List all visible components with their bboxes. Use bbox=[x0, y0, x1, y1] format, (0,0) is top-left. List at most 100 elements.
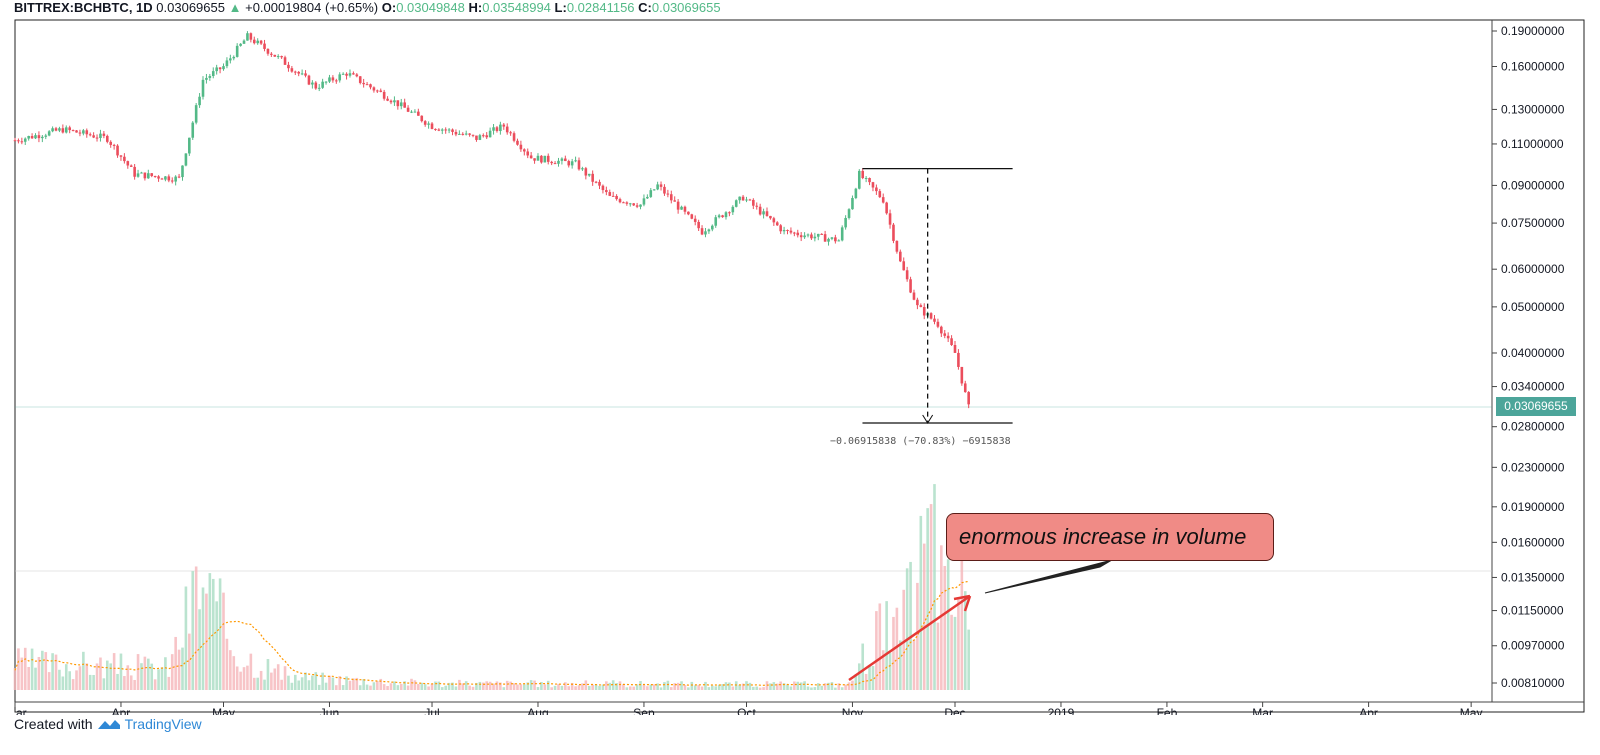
measure-tool[interactable] bbox=[862, 168, 1013, 424]
candle-body bbox=[256, 40, 259, 44]
volume-bar bbox=[198, 609, 201, 690]
volume-bar bbox=[300, 677, 304, 690]
candle-body bbox=[150, 173, 154, 176]
candle-body bbox=[229, 58, 232, 61]
volume-bar bbox=[909, 561, 912, 690]
volume-bar bbox=[704, 681, 707, 690]
volume-bar bbox=[936, 622, 940, 690]
volume-bar bbox=[143, 656, 147, 690]
candle-body bbox=[871, 182, 875, 188]
candle-body bbox=[352, 73, 355, 75]
candle-body bbox=[854, 188, 858, 199]
volume-bar bbox=[399, 684, 403, 690]
volume-bar bbox=[724, 682, 728, 690]
candle-body bbox=[68, 127, 71, 131]
y-tick-label: 0.11000000 bbox=[1501, 137, 1564, 151]
candle-body bbox=[762, 211, 765, 215]
volume-bar bbox=[290, 682, 294, 690]
volume-bar bbox=[376, 681, 379, 690]
candle-body bbox=[174, 176, 177, 182]
volume-bar bbox=[464, 681, 468, 690]
volume-bar bbox=[105, 660, 109, 690]
candle-body bbox=[868, 177, 871, 183]
candle-body bbox=[810, 234, 813, 239]
volume-bar bbox=[468, 685, 471, 690]
volume-bar bbox=[58, 669, 61, 690]
volume-bar bbox=[20, 657, 24, 690]
y-tick-label: 0.03400000 bbox=[1501, 380, 1565, 394]
volume-bar bbox=[533, 680, 536, 690]
candle-body bbox=[632, 203, 635, 206]
candle-body bbox=[376, 90, 379, 92]
volume-bar bbox=[570, 682, 574, 690]
candle-body bbox=[54, 128, 58, 131]
candle-body bbox=[823, 234, 827, 242]
volume-bar bbox=[775, 683, 779, 690]
volume-bar bbox=[577, 685, 581, 690]
tradingview-link[interactable]: TradingView bbox=[124, 716, 202, 732]
candle-body bbox=[410, 111, 413, 113]
candle-body bbox=[888, 213, 892, 225]
y-tick-label: 0.02800000 bbox=[1501, 420, 1565, 434]
volume-bar bbox=[912, 639, 916, 690]
measure-label: −0.06915838 (−70.83%) −6915838 bbox=[830, 436, 1011, 447]
volume-bar bbox=[758, 687, 762, 690]
candle-body bbox=[184, 153, 188, 166]
candle-body bbox=[263, 43, 266, 49]
volume-bar bbox=[591, 684, 594, 690]
candle-body bbox=[30, 136, 34, 139]
volume-bar bbox=[116, 673, 119, 690]
volume-bar bbox=[164, 657, 167, 690]
candle-body bbox=[188, 137, 191, 154]
candle-body bbox=[47, 131, 51, 136]
volume-bar bbox=[201, 587, 205, 690]
volume-bar bbox=[673, 683, 677, 690]
price-chart[interactable]: 0.19000000 0.16000000 0.13000000 0.11000000… bbox=[0, 0, 1600, 715]
candle-body bbox=[786, 230, 789, 232]
candle-body bbox=[252, 39, 256, 44]
candle-body bbox=[652, 189, 656, 191]
candle-body bbox=[311, 82, 314, 85]
candle-body bbox=[847, 209, 851, 218]
candle-body bbox=[875, 187, 878, 192]
candle-body bbox=[270, 53, 273, 55]
volume-bar bbox=[99, 657, 102, 690]
volume-bar bbox=[799, 682, 803, 690]
volume-bar bbox=[369, 685, 372, 690]
volume-bar bbox=[605, 681, 608, 690]
candle-body bbox=[523, 149, 526, 152]
candle-body bbox=[611, 195, 615, 197]
candle-body bbox=[851, 198, 854, 210]
volume-bar bbox=[895, 607, 899, 690]
volume-bar bbox=[355, 677, 359, 690]
volume-bar bbox=[184, 586, 188, 690]
volume-bar bbox=[406, 685, 410, 690]
candle-body bbox=[693, 218, 697, 222]
volume-bar bbox=[707, 687, 711, 690]
candle-body bbox=[495, 127, 499, 132]
volume-bar bbox=[721, 684, 724, 690]
volume-bar bbox=[717, 684, 721, 690]
volume-bar bbox=[191, 571, 195, 690]
candle-body bbox=[17, 140, 20, 142]
annotation-callout: enormous increase in volume bbox=[946, 513, 1274, 561]
candle-body bbox=[741, 196, 745, 201]
candle-body bbox=[697, 221, 700, 229]
candle-body bbox=[584, 168, 588, 176]
annotation-arrows bbox=[848, 559, 1113, 682]
volume-bar bbox=[88, 674, 92, 690]
volume-bar bbox=[440, 687, 444, 690]
candle-body bbox=[957, 352, 960, 367]
candle-body bbox=[95, 137, 99, 139]
volume-bar bbox=[892, 616, 895, 690]
candle-body bbox=[505, 126, 509, 133]
volume-bar bbox=[540, 681, 543, 690]
candle-body bbox=[464, 133, 468, 135]
candle-body bbox=[232, 56, 236, 59]
volume-bar bbox=[755, 686, 759, 690]
candle-body bbox=[916, 299, 919, 306]
volume-bar bbox=[550, 687, 553, 690]
candle-body bbox=[444, 129, 447, 131]
candle-body bbox=[837, 240, 841, 242]
volume-bar bbox=[345, 676, 348, 690]
